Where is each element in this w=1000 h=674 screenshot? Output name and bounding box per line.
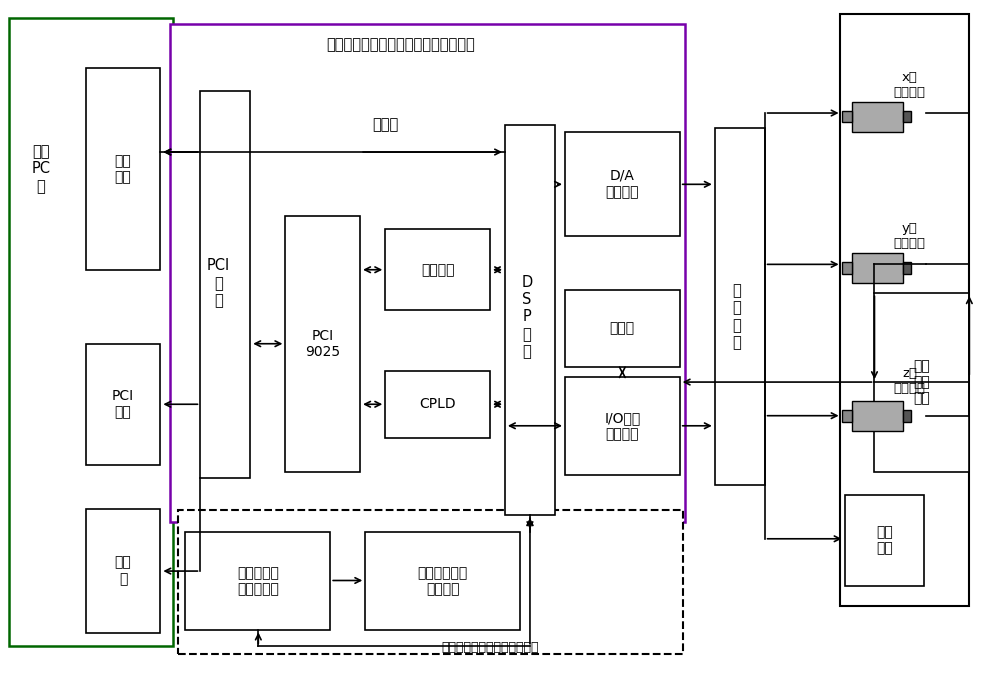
Text: x轴
伺服电机: x轴 伺服电机 [893, 71, 925, 99]
Bar [200, 92, 250, 479]
Bar [505, 125, 555, 515]
Text: PCI
9025: PCI 9025 [305, 329, 340, 359]
Bar [903, 111, 911, 123]
Bar [385, 371, 490, 438]
Text: 通讯线: 通讯线 [372, 118, 398, 133]
Bar [842, 410, 852, 422]
Bar [903, 410, 911, 422]
Bar [565, 290, 680, 367]
Text: D/A
输出模块: D/A 输出模块 [606, 169, 639, 199]
Text: 存储器: 存储器 [610, 321, 635, 336]
Text: 位置
检测
模块: 位置 检测 模块 [914, 359, 930, 406]
Text: 通讯模块: 通讯模块 [421, 263, 454, 277]
Bar [852, 401, 903, 431]
Bar [185, 532, 330, 630]
Bar [842, 111, 852, 123]
Text: 曲线轮廓误差
补偿装置: 曲线轮廓误差 补偿装置 [417, 565, 468, 596]
Bar [86, 344, 160, 465]
Text: 串口
装置: 串口 装置 [115, 154, 131, 184]
Text: PCI
芯片: PCI 芯片 [112, 389, 134, 419]
Bar [385, 229, 490, 310]
Text: 电机
模块: 电机 模块 [876, 525, 893, 555]
Bar [365, 532, 520, 630]
Text: 曲线轮廓误
差测量装置: 曲线轮廓误 差测量装置 [237, 565, 279, 596]
Text: D
S
P
模
块: D S P 模 块 [521, 274, 533, 359]
Bar [845, 495, 924, 586]
Bar [842, 262, 852, 274]
Bar [840, 14, 969, 606]
Bar [178, 510, 683, 654]
Bar [285, 216, 360, 472]
Text: 驱
动
模
块: 驱 动 模 块 [732, 283, 741, 350]
Text: CPLD: CPLD [419, 397, 456, 411]
Text: 曲线轮廓误差测量及补偿的运动控制卡: 曲线轮廓误差测量及补偿的运动控制卡 [326, 37, 475, 52]
Text: I/O扩展
功能模块: I/O扩展 功能模块 [604, 411, 640, 441]
Text: z轴
伺服电机: z轴 伺服电机 [893, 367, 925, 395]
Bar [86, 68, 160, 270]
Bar [86, 508, 160, 633]
Text: y轴
伺服电机: y轴 伺服电机 [893, 222, 925, 250]
Bar [874, 293, 969, 472]
Bar [715, 129, 765, 485]
Text: 数控
PC
机: 数控 PC 机 [31, 144, 50, 193]
Bar [852, 253, 903, 283]
Bar [170, 24, 685, 522]
Bar [903, 262, 911, 274]
Bar [9, 18, 173, 646]
Bar [852, 102, 903, 132]
Text: PCI
总
线: PCI 总 线 [207, 258, 230, 308]
Bar [565, 377, 680, 475]
Text: 曲线轮廓误差测量及补偿装置: 曲线轮廓误差测量及补偿装置 [441, 641, 539, 654]
Text: 触摸
屏: 触摸 屏 [115, 555, 131, 586]
Bar [565, 132, 680, 236]
